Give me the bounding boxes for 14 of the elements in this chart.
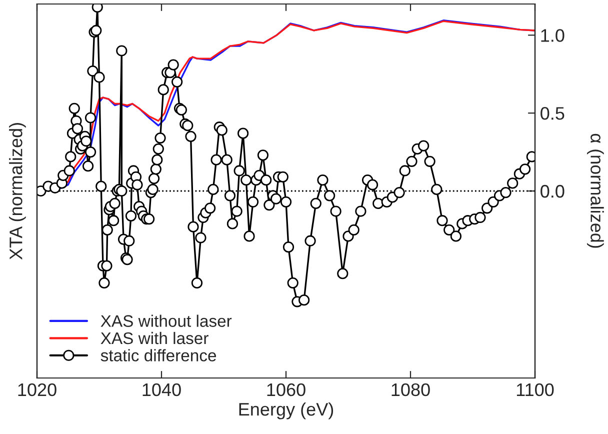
y-axis-title: XTA (normalized) (9, 123, 26, 260)
x-tick-label: 1040 (142, 383, 181, 396)
y2-axis-title: α (normalized) (587, 134, 604, 248)
y2-tick-label: 1.0 (541, 29, 564, 42)
x-tick-label: 1100 (516, 383, 554, 396)
legend-label: XAS with laser (100, 332, 208, 344)
x-axis-title: Energy (eV) (239, 402, 334, 420)
legend-label: XAS without laser (100, 314, 232, 327)
x-tick-label: 1080 (392, 383, 430, 396)
x-tick-label: 1060 (267, 383, 306, 396)
legend-label: static difference (100, 349, 216, 362)
y2-tick-label: 0.5 (540, 107, 564, 120)
y2-tick-label: 0.0 (540, 184, 564, 198)
x-tick-label: 1020 (18, 383, 56, 396)
